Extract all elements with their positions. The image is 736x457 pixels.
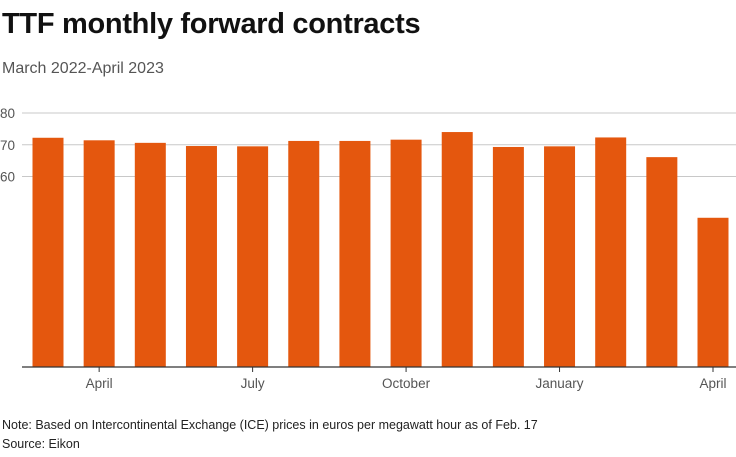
bar-chart: 60 70 80 April July October January April <box>0 106 736 391</box>
bar-oct-2022 <box>390 139 422 367</box>
bar-mar-2022 <box>32 137 64 367</box>
grid-lines <box>22 112 736 177</box>
x-tick-label: July <box>241 376 265 391</box>
y-tick-label: 70 <box>0 138 15 153</box>
chart-subtitle: March 2022-April 2023 <box>2 60 164 77</box>
x-tick-label: January <box>536 376 584 391</box>
y-tick-label: 80 <box>0 106 15 121</box>
bar-apr-2022 <box>83 140 115 367</box>
chart-title: TTF monthly forward contracts <box>2 8 421 40</box>
x-axis-ticks: April July October January April <box>22 366 736 391</box>
bar-sep-2022 <box>339 140 371 367</box>
bar-nov-2022 <box>441 132 473 367</box>
bar-dec-2022 <box>492 146 524 367</box>
x-tick-label: April <box>86 376 113 391</box>
bar-jul-2022 <box>237 146 269 367</box>
bar-feb-2023 <box>595 137 627 367</box>
bar-jun-2022 <box>185 146 217 367</box>
source-note: Source: Eikon <box>2 437 80 451</box>
x-tick-label: April <box>699 376 726 391</box>
y-axis-ticks: 60 70 80 <box>0 106 15 185</box>
bar-mar-2023 <box>646 157 678 367</box>
footnote: Note: Based on Intercontinental Exchange… <box>2 418 538 432</box>
x-tick-label: October <box>382 376 431 391</box>
bar-apr-2023 <box>697 217 729 367</box>
bar-aug-2022 <box>288 140 320 367</box>
bar-jan-2023 <box>544 146 576 367</box>
bar-series <box>32 132 729 367</box>
bar-may-2022 <box>134 142 166 367</box>
y-tick-label: 60 <box>0 170 15 185</box>
